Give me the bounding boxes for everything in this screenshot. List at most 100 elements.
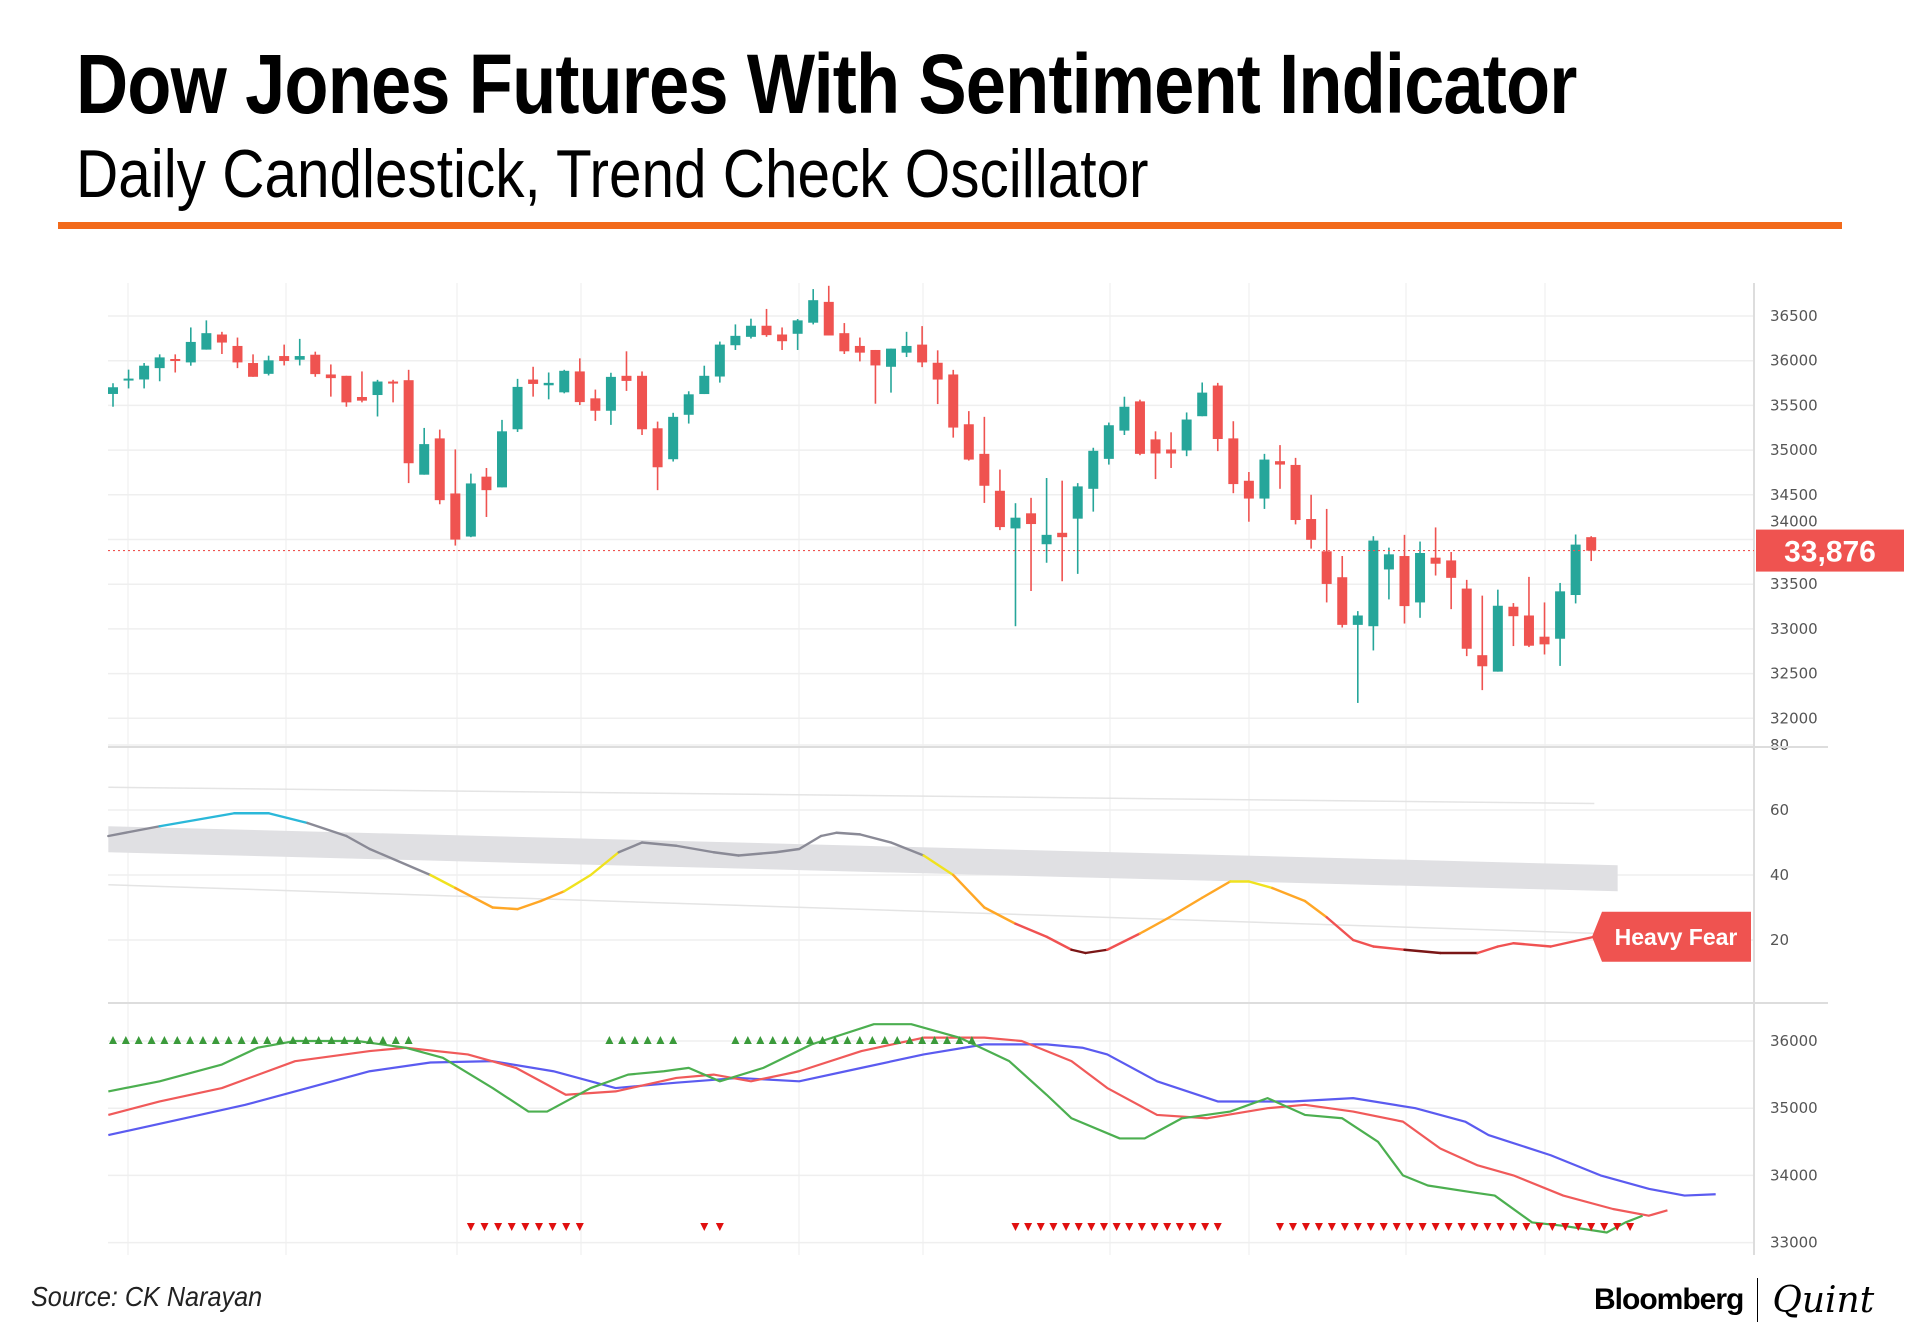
sentiment-line-segment	[1476, 945, 1500, 955]
logo-quint: Quint	[1772, 1279, 1875, 1321]
buy-signal-triangle	[731, 1036, 740, 1044]
candle-body	[1041, 534, 1052, 545]
candle-down	[1430, 527, 1441, 576]
candle-body	[123, 378, 134, 381]
sell-signal-triangle	[1613, 1223, 1622, 1231]
candle-up	[730, 324, 741, 350]
candle-body	[341, 375, 352, 403]
sell-signal-triangle	[1366, 1223, 1375, 1231]
candle-body	[1321, 551, 1332, 584]
buy-signal-triangle	[237, 1036, 246, 1044]
sentiment-line-segment	[1106, 932, 1142, 951]
candle-up	[1010, 503, 1021, 627]
title-divider	[58, 222, 1842, 229]
trend-axis-tick-label: 36000	[1770, 1032, 1818, 1050]
candle-down	[777, 327, 788, 350]
buy-signal-triangle	[818, 1036, 827, 1044]
sell-signal-triangle	[1548, 1223, 1557, 1231]
buy-signal-triangle	[669, 1036, 678, 1044]
buy-signal-triangle	[781, 1036, 790, 1044]
sell-signal-triangle	[1470, 1223, 1479, 1231]
buy-signal-triangle	[121, 1036, 130, 1044]
candle-body	[465, 483, 476, 537]
sentiment-line-segment	[797, 834, 823, 851]
buy-signal-triangle	[768, 1036, 777, 1044]
candle-body	[745, 325, 756, 337]
buy-signal-triangle	[327, 1036, 336, 1044]
sell-signal-triangle	[1444, 1223, 1453, 1231]
candle-body	[279, 356, 290, 361]
sentiment-line-segment	[1200, 880, 1232, 899]
price-axis-tick-label: 33000	[1770, 620, 1818, 638]
sell-signal-triangle	[1418, 1223, 1427, 1231]
candle-down	[1212, 382, 1223, 452]
buy-signal-triangle	[943, 1036, 952, 1044]
candle-up	[154, 354, 165, 382]
logo-separator	[1757, 1278, 1759, 1322]
candle-down	[917, 326, 928, 368]
sell-signal-triangle	[575, 1223, 584, 1231]
candle-body	[248, 363, 259, 377]
candle-body	[512, 386, 523, 430]
buy-signal-triangle	[656, 1036, 665, 1044]
sell-signal-triangle	[1379, 1223, 1388, 1231]
candle-down	[1150, 431, 1161, 480]
sell-signal-triangle	[466, 1223, 475, 1231]
candle-down	[232, 337, 243, 369]
sell-signal-triangle	[1213, 1223, 1222, 1231]
candle-up	[497, 419, 507, 488]
candle-down	[356, 371, 367, 403]
sentiment-line-segment	[1070, 948, 1087, 955]
candle-down	[528, 366, 539, 397]
candle-body	[1166, 449, 1177, 454]
sell-signal-triangle	[1535, 1223, 1544, 1231]
candle-body	[1446, 560, 1457, 578]
sentiment-line-segment	[107, 825, 161, 838]
candle-up	[886, 348, 896, 393]
buy-signal-triangle	[843, 1036, 852, 1044]
candle-up	[1197, 382, 1208, 417]
sell-signal-triangle	[700, 1223, 709, 1231]
candle-down	[1523, 576, 1534, 648]
sell-signal-triangle	[1276, 1223, 1284, 1231]
candle-body	[1275, 461, 1285, 465]
buy-signal-triangle	[211, 1036, 220, 1044]
buy-signal-triangle	[893, 1036, 902, 1044]
candle-body	[497, 431, 507, 488]
candle-body	[1337, 577, 1348, 625]
sentiment-line-segment	[617, 841, 644, 854]
candle-up	[512, 378, 523, 432]
candle-down	[170, 354, 181, 373]
candle-body	[263, 360, 274, 374]
candle-down	[994, 469, 1005, 531]
sentiment-line-segment	[1549, 935, 1596, 948]
buy-signal-triangle	[160, 1036, 169, 1044]
buy-signal-triangle	[605, 1036, 614, 1044]
sell-signal-triangle	[1626, 1223, 1635, 1231]
logo-bloomberg: Bloomberg	[1594, 1283, 1744, 1316]
candle-up	[294, 338, 305, 366]
last-price-label: 33,876	[1784, 536, 1876, 569]
candle-up	[185, 327, 196, 366]
candle-down	[761, 308, 772, 337]
candle-body	[450, 493, 461, 540]
candle-body	[154, 357, 165, 369]
sentiment-line-segment	[1168, 896, 1204, 919]
sentiment-line-segment	[1496, 942, 1515, 948]
candle-body	[1461, 588, 1472, 649]
sell-signal-triangle	[1574, 1223, 1583, 1231]
sell-signal-triangle	[1049, 1223, 1058, 1231]
buy-signal-triangle	[134, 1036, 143, 1044]
sell-signal-triangle	[1062, 1223, 1071, 1231]
sell-signal-triangle	[1150, 1223, 1159, 1231]
sell-signal-triangle	[562, 1223, 571, 1231]
sentiment-line-segment	[563, 873, 592, 893]
candle-body	[683, 394, 694, 415]
candle-body	[434, 438, 445, 501]
candle-up	[1103, 422, 1114, 465]
sentiment-line-segment	[1351, 938, 1375, 948]
buy-signal-triangle	[173, 1036, 182, 1044]
candle-down	[450, 449, 461, 546]
candle-down	[1399, 534, 1410, 624]
price-axis-tick-label: 32000	[1770, 709, 1818, 727]
